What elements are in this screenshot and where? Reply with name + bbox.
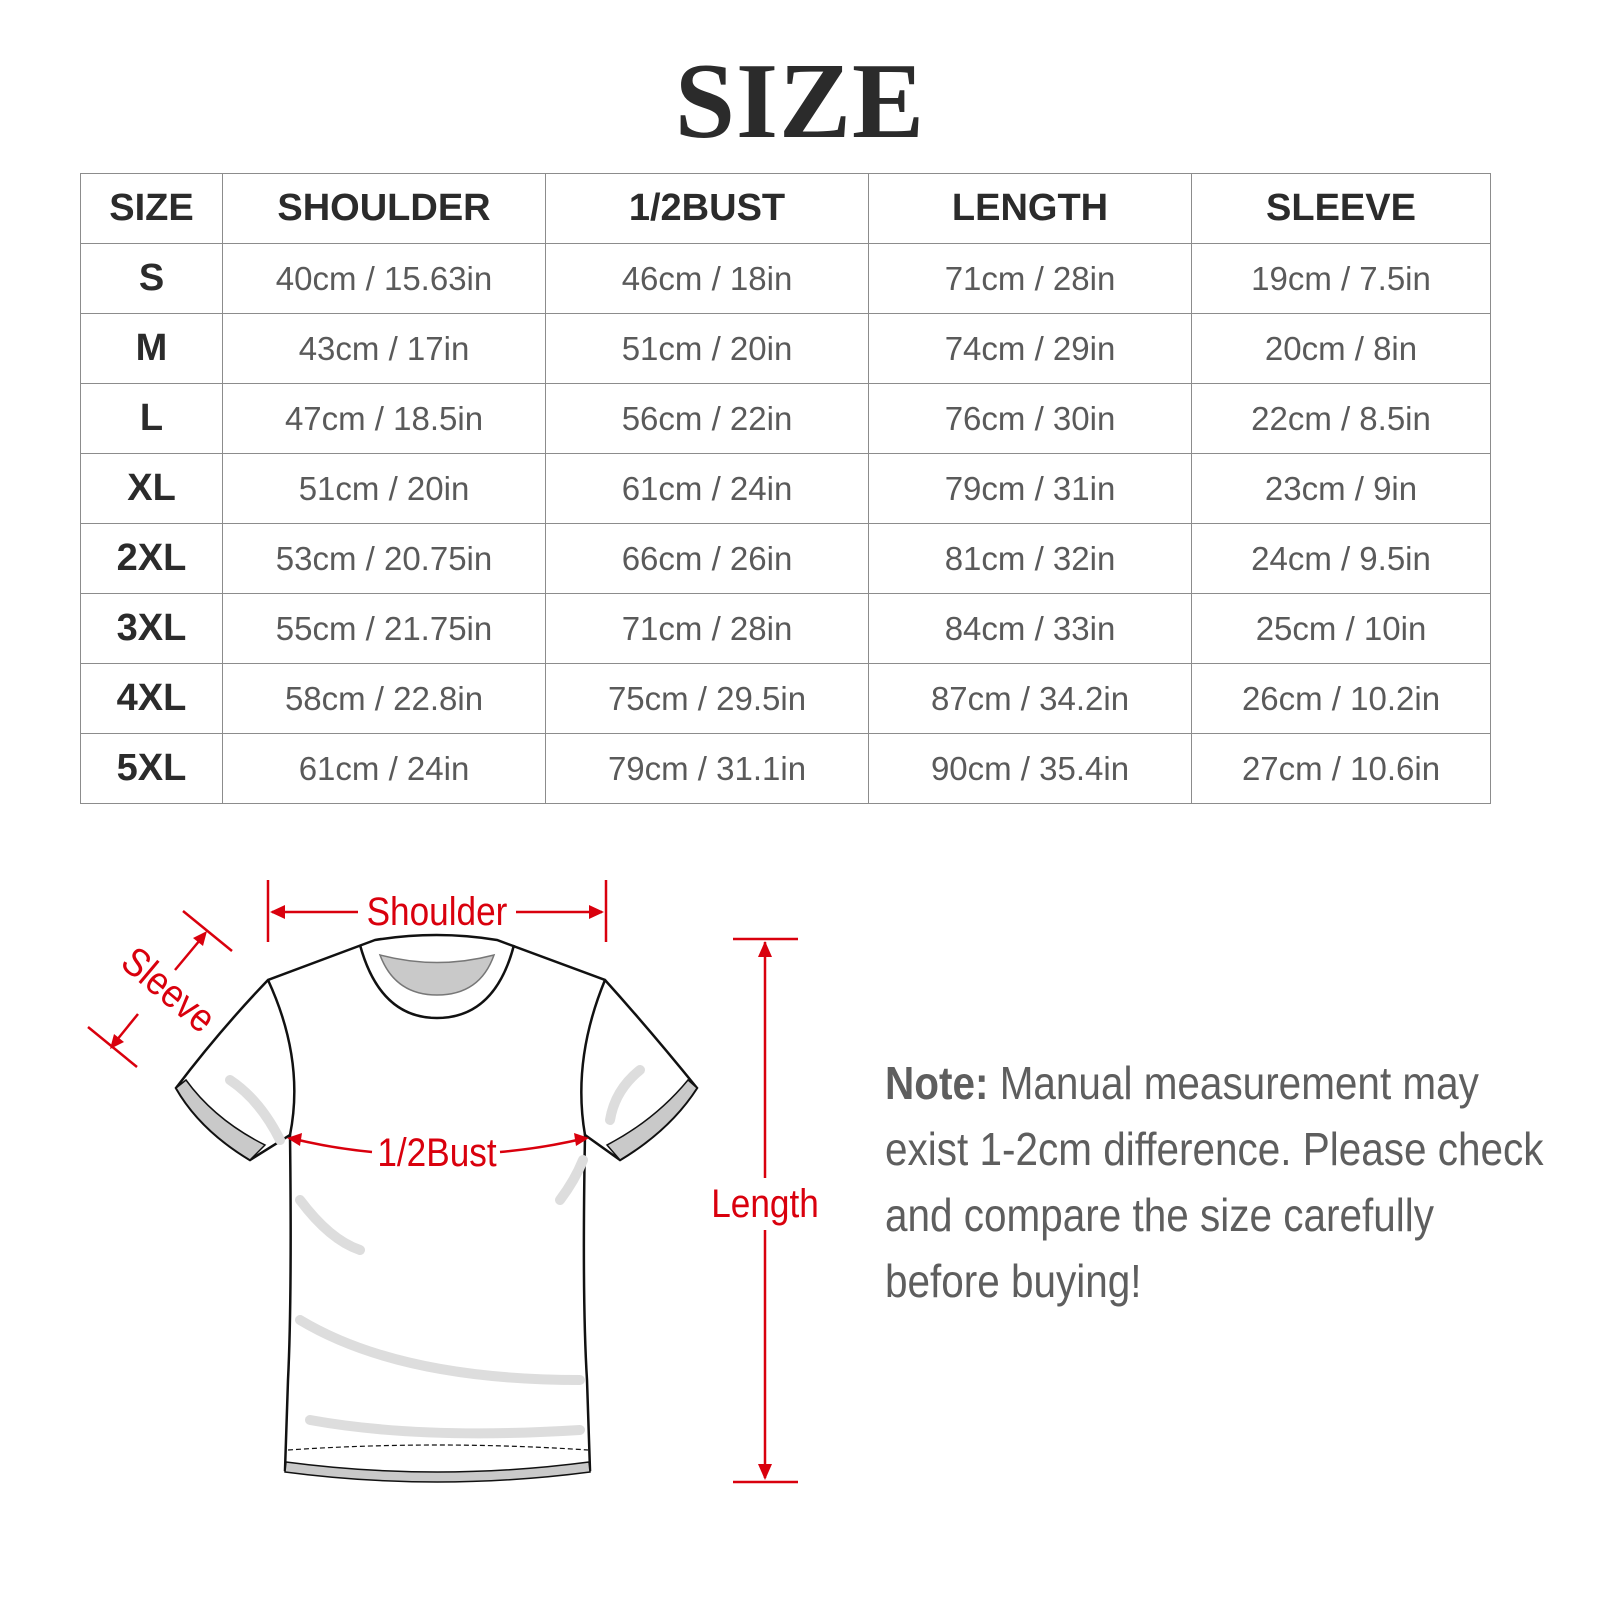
measurement-cell: 90cm / 35.4in (868, 733, 1192, 804)
size-cell: 3XL (80, 593, 223, 664)
table-row: L 47cm / 18.5in 56cm / 22in 76cm / 30in 22cm… (80, 383, 1491, 454)
header-size: SIZE (80, 173, 223, 244)
bust-label: 1/2Bust (377, 1130, 497, 1175)
length-label: Length (711, 1181, 819, 1226)
measurement-cell: 22cm / 8.5in (1191, 383, 1491, 454)
measurement-cell: 76cm / 30in (868, 383, 1192, 454)
note-label: Note: (885, 1057, 989, 1109)
table-row: 3XL 55cm / 21.75in 71cm / 28in 84cm / 33in 2… (80, 593, 1491, 664)
measurement-cell: 56cm / 22in (545, 383, 869, 454)
measurement-cell: 84cm / 33in (868, 593, 1192, 664)
table-row: 2XL 53cm / 20.75in 66cm / 26in 81cm / 32in 2… (80, 523, 1491, 594)
measurement-cell: 19cm / 7.5in (1191, 243, 1491, 314)
measurement-cell: 51cm / 20in (545, 313, 869, 384)
measurement-cell: 61cm / 24in (545, 453, 869, 524)
table-row: 5XL 61cm / 24in 79cm / 31.1in 90cm / 35.4in… (80, 733, 1491, 804)
table-row: S 40cm / 15.63in 46cm / 18in 71cm / 28in 19c… (80, 243, 1491, 314)
table-header-row: SIZE SHOULDER 1/2BUST LENGTH SLEEVE (80, 173, 1491, 244)
measurement-cell: 74cm / 29in (868, 313, 1192, 384)
measurement-cell: 26cm / 10.2in (1191, 663, 1491, 734)
header-length: LENGTH (868, 173, 1192, 244)
table-row: 4XL 58cm / 22.8in 75cm / 29.5in 87cm / 34.2… (80, 663, 1491, 734)
measurement-cell: 25cm / 10in (1191, 593, 1491, 664)
table-row: M 43cm / 17in 51cm / 20in 74cm / 29in 20cm /… (80, 313, 1491, 384)
measurement-cell: 58cm / 22.8in (222, 663, 546, 734)
measurement-cell: 75cm / 29.5in (545, 663, 869, 734)
tshirt-illustration (174, 933, 699, 1483)
header-sleeve: SLEEVE (1191, 173, 1491, 244)
measurement-cell: 81cm / 32in (868, 523, 1192, 594)
shoulder-label: Shoulder (367, 889, 508, 934)
measurement-cell: 40cm / 15.63in (222, 243, 546, 314)
page-title: SIZE (674, 42, 926, 161)
header-bust: 1/2BUST (545, 173, 869, 244)
measurement-cell: 61cm / 24in (222, 733, 546, 804)
size-cell: XL (80, 453, 223, 524)
measurement-marks (87, 880, 798, 1484)
note-text: Note: Manual measurement may exist 1-2cm… (885, 1050, 1545, 1314)
measurement-cell: 79cm / 31.1in (545, 733, 869, 804)
measurement-cell: 27cm / 10.6in (1191, 733, 1491, 804)
size-cell: 5XL (80, 733, 223, 804)
measurement-cell: 55cm / 21.75in (222, 593, 546, 664)
table-row: XL 51cm / 20in 61cm / 24in 79cm / 31in 23cm … (80, 453, 1491, 524)
size-cell: 4XL (80, 663, 223, 734)
size-cell: S (80, 243, 223, 314)
measurement-cell: 51cm / 20in (222, 453, 546, 524)
measurement-cell: 66cm / 26in (545, 523, 869, 594)
measurement-cell: 23cm / 9in (1191, 453, 1491, 524)
measurement-cell: 43cm / 17in (222, 313, 546, 384)
size-cell: M (80, 313, 223, 384)
size-table: SIZE SHOULDER 1/2BUST LENGTH SLEEVE S 40c… (80, 173, 1491, 804)
measurement-cell: 24cm / 9.5in (1191, 523, 1491, 594)
measurement-cell: 20cm / 8in (1191, 313, 1491, 384)
size-cell: L (80, 383, 223, 454)
measurement-cell: 53cm / 20.75in (222, 523, 546, 594)
note-body: Manual measurement may exist 1-2cm diffe… (885, 1057, 1544, 1307)
measurement-cell: 46cm / 18in (545, 243, 869, 314)
measurement-cell: 71cm / 28in (545, 593, 869, 664)
measurement-cell: 71cm / 28in (868, 243, 1192, 314)
